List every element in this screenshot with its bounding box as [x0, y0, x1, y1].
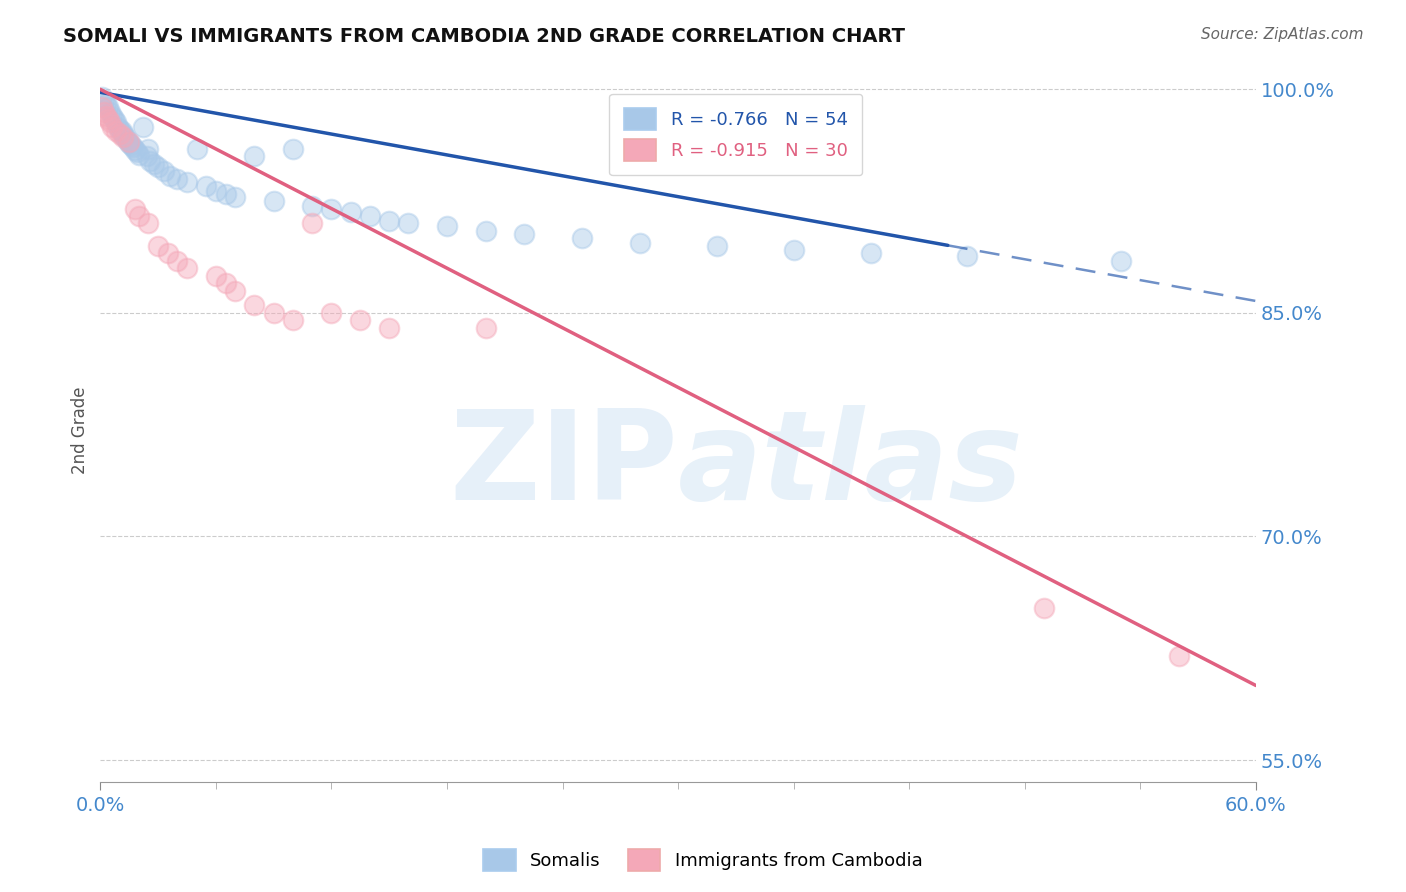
- Point: [349, 313, 371, 327]
- Point: [214, 186, 236, 201]
- Point: [156, 246, 179, 260]
- Point: [281, 313, 304, 327]
- Point: [143, 157, 166, 171]
- Point: [132, 120, 155, 134]
- Point: [118, 136, 141, 150]
- Point: [128, 148, 150, 162]
- Text: ZIP: ZIP: [450, 405, 678, 525]
- Point: [97, 100, 120, 114]
- Point: [112, 127, 135, 141]
- Point: [128, 209, 150, 223]
- Point: [125, 145, 148, 159]
- Point: [359, 209, 381, 223]
- Point: [146, 160, 169, 174]
- Point: [138, 217, 160, 231]
- Point: [117, 133, 139, 147]
- Point: [166, 253, 188, 268]
- Point: [110, 124, 132, 138]
- Point: [124, 144, 146, 158]
- Point: [243, 298, 266, 312]
- Point: [321, 202, 343, 216]
- Point: [628, 235, 651, 250]
- Point: [118, 135, 141, 149]
- Point: [135, 149, 157, 163]
- Point: [97, 112, 120, 127]
- Text: SOMALI VS IMMIGRANTS FROM CAMBODIA 2ND GRADE CORRELATION CHART: SOMALI VS IMMIGRANTS FROM CAMBODIA 2ND G…: [63, 27, 905, 45]
- Point: [1033, 601, 1056, 615]
- Point: [436, 219, 458, 234]
- Point: [94, 109, 117, 123]
- Point: [571, 231, 593, 245]
- Point: [122, 140, 145, 154]
- Legend: R = -0.766   N = 54, R = -0.915   N = 30: R = -0.766 N = 54, R = -0.915 N = 30: [609, 94, 862, 176]
- Point: [782, 244, 804, 258]
- Point: [153, 164, 176, 178]
- Point: [195, 179, 218, 194]
- Point: [859, 246, 882, 260]
- Point: [124, 202, 146, 216]
- Point: [1167, 648, 1189, 663]
- Point: [159, 169, 181, 183]
- Point: [263, 194, 285, 208]
- Point: [474, 321, 496, 335]
- Point: [474, 224, 496, 238]
- Point: [339, 204, 361, 219]
- Legend: Somalis, Immigrants from Cambodia: Somalis, Immigrants from Cambodia: [477, 842, 929, 879]
- Point: [243, 149, 266, 163]
- Point: [138, 142, 160, 156]
- Point: [205, 184, 228, 198]
- Point: [108, 127, 131, 141]
- Point: [398, 217, 420, 231]
- Point: [186, 142, 208, 156]
- Point: [301, 217, 323, 231]
- Point: [146, 239, 169, 253]
- Point: [94, 97, 117, 112]
- Text: atlas: atlas: [678, 405, 1024, 525]
- Point: [176, 175, 198, 189]
- Point: [166, 171, 188, 186]
- Point: [107, 120, 129, 134]
- Point: [101, 109, 124, 123]
- Point: [91, 90, 114, 104]
- Point: [281, 142, 304, 156]
- Y-axis label: 2nd Grade: 2nd Grade: [72, 386, 89, 474]
- Point: [93, 104, 115, 119]
- Point: [108, 122, 131, 136]
- Point: [91, 100, 114, 114]
- Point: [120, 137, 142, 152]
- Point: [104, 115, 127, 129]
- Point: [104, 124, 127, 138]
- Point: [205, 268, 228, 283]
- Point: [224, 284, 246, 298]
- Point: [513, 227, 536, 241]
- Point: [263, 306, 285, 320]
- Point: [93, 95, 115, 109]
- Point: [139, 153, 162, 168]
- Point: [378, 321, 401, 335]
- Point: [956, 249, 979, 263]
- Point: [301, 199, 323, 213]
- Point: [214, 276, 236, 290]
- Point: [706, 239, 728, 253]
- Point: [98, 104, 121, 119]
- Point: [176, 261, 198, 276]
- Point: [114, 130, 136, 145]
- Point: [1109, 253, 1132, 268]
- Point: [103, 112, 125, 127]
- Point: [98, 115, 121, 129]
- Point: [321, 306, 343, 320]
- Text: Source: ZipAtlas.com: Source: ZipAtlas.com: [1201, 27, 1364, 42]
- Point: [224, 189, 246, 203]
- Point: [101, 120, 124, 134]
- Point: [378, 213, 401, 227]
- Point: [112, 130, 135, 145]
